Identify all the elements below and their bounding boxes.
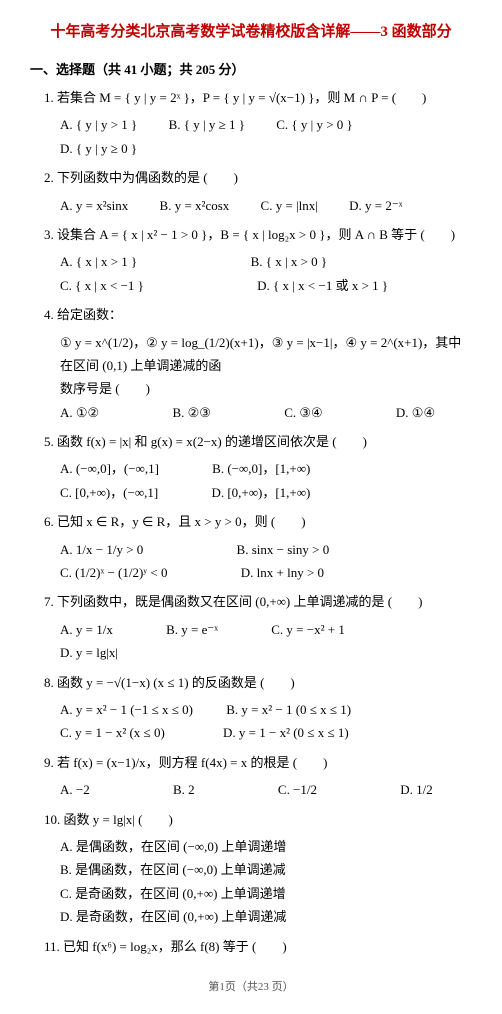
question-11-stem: 11. 已知 f(x⁶) = log₂x，那么 f(8) 等于 ( ) <box>44 935 472 958</box>
question-6-stem: 6. 已知 x ∈ R，y ∈ R，且 x > y > 0，则 ( ) <box>44 510 472 533</box>
question-3-stem: 3. 设集合 A = { x | x² − 1 > 0 }，B = { x | … <box>44 223 472 246</box>
q4-opt-a: A. ①② <box>60 401 99 424</box>
question-2-options: A. y = x²sinx B. y = x²cosx C. y = |lnx|… <box>60 194 472 217</box>
q5-opt-c: C. [0,+∞)，(−∞,1] <box>60 481 158 504</box>
q10-opt-a: A. 是偶函数，在区间 (−∞,0) 上单调递增 <box>60 835 472 858</box>
question-7-stem: 7. 下列函数中，既是偶函数又在区间 (0,+∞) 上单调递减的是 ( ) <box>44 590 472 613</box>
question-4-line2: ① y = x^(1/2)，② y = log_(1/2)(x+1)，③ y =… <box>60 331 472 378</box>
q1-opt-c: C. { y | y > 0 } <box>276 113 353 136</box>
question-3-options: A. { x | x > 1 } B. { x | x > 0 } C. { x… <box>60 250 472 297</box>
q10-opt-d: D. 是奇函数，在区间 (0,+∞) 上单调递减 <box>60 905 472 928</box>
q6-opt-d: D. lnx + lny > 0 <box>241 561 324 584</box>
q2-opt-a: A. y = x²sinx <box>60 194 128 217</box>
q1-opt-b: B. { y | y ≥ 1 } <box>169 113 245 136</box>
q3-opt-b: B. { x | x > 0 } <box>251 250 328 273</box>
question-5-stem: 5. 函数 f(x) = |x| 和 g(x) = x(2−x) 的递增区间依次… <box>44 430 472 453</box>
q4-opt-c: C. ③④ <box>284 401 322 424</box>
q4-opt-b: B. ②③ <box>172 401 210 424</box>
q6-opt-b: B. sinx − siny > 0 <box>237 538 330 561</box>
q10-opt-c: C. 是奇函数，在区间 (0,+∞) 上单调递增 <box>60 882 472 905</box>
question-1-stem: 1. 若集合 M = { y | y = 2ˣ }，P = { y | y = … <box>44 86 472 109</box>
question-1-options: A. { y | y > 1 } B. { y | y ≥ 1 } C. { y… <box>60 113 472 160</box>
section-heading: 一、选择题（共 41 小题；共 205 分） <box>30 59 472 78</box>
q3-opt-a: A. { x | x > 1 } <box>60 250 137 273</box>
question-4-line3: 数序号是 ( ) <box>60 377 472 400</box>
question-10-options: A. 是偶函数，在区间 (−∞,0) 上单调递增 B. 是偶函数，在区间 (−∞… <box>60 835 472 929</box>
question-5-options: A. (−∞,0]，(−∞,1] B. (−∞,0]，[1,+∞) C. [0,… <box>60 457 472 504</box>
q4-opt-d: D. ①④ <box>396 401 435 424</box>
q3-opt-c: C. { x | x < −1 } <box>60 274 144 297</box>
question-10-stem: 10. 函数 y = lg|x| ( ) <box>44 808 472 831</box>
q7-opt-a: A. y = 1/x <box>60 618 113 641</box>
question-8-stem: 8. 函数 y = −√(1−x) (x ≤ 1) 的反函数是 ( ) <box>44 671 472 694</box>
q2-opt-c: C. y = |lnx| <box>261 194 318 217</box>
q9-opt-b: B. 2 <box>173 778 195 801</box>
page-footer: 第1页（共23 页） <box>30 978 472 994</box>
q8-opt-b: B. y = x² − 1 (0 ≤ x ≤ 1) <box>226 698 351 721</box>
q5-opt-d: D. [0,+∞)，[1,+∞) <box>211 481 310 504</box>
q2-opt-d: D. y = 2⁻ˣ <box>349 194 402 217</box>
question-7-options: A. y = 1/x B. y = e⁻ˣ C. y = −x² + 1 D. … <box>60 618 472 665</box>
q8-opt-a: A. y = x² − 1 (−1 ≤ x ≤ 0) <box>60 698 193 721</box>
doc-title: 十年高考分类北京高考数学试卷精校版含详解——3 函数部分 <box>30 20 472 41</box>
q9-opt-a: A. −2 <box>60 778 90 801</box>
q6-opt-c: C. (1/2)ˣ − (1/2)ʸ < 0 <box>60 561 168 584</box>
question-4-stem: 4. 给定函数： <box>44 303 472 326</box>
question-6-options: A. 1/x − 1/y > 0 B. sinx − siny > 0 C. (… <box>60 538 472 585</box>
q7-opt-b: B. y = e⁻ˣ <box>166 618 218 641</box>
q8-opt-d: D. y = 1 − x² (0 ≤ x ≤ 1) <box>223 721 349 744</box>
question-2-stem: 2. 下列函数中为偶函数的是 ( ) <box>44 166 472 189</box>
q10-opt-b: B. 是偶函数，在区间 (−∞,0) 上单调递减 <box>60 858 472 881</box>
q5-opt-b: B. (−∞,0]，[1,+∞) <box>212 457 310 480</box>
question-9-options: A. −2 B. 2 C. −1/2 D. 1/2 <box>60 778 472 801</box>
question-9-stem: 9. 若 f(x) = (x−1)/x，则方程 f(4x) = x 的根是 ( … <box>44 751 472 774</box>
q5-opt-a: A. (−∞,0]，(−∞,1] <box>60 457 159 480</box>
question-4-options: A. ①② B. ②③ C. ③④ D. ①④ <box>60 401 472 424</box>
q1-opt-a: A. { y | y > 1 } <box>60 113 137 136</box>
q6-opt-a: A. 1/x − 1/y > 0 <box>60 538 143 561</box>
q3-opt-d: D. { x | x < −1 或 x > 1 } <box>257 274 388 297</box>
question-8-options: A. y = x² − 1 (−1 ≤ x ≤ 0) B. y = x² − 1… <box>60 698 472 745</box>
q9-opt-c: C. −1/2 <box>278 778 317 801</box>
q7-opt-d: D. y = lg|x| <box>60 641 118 664</box>
q2-opt-b: B. y = x²cosx <box>160 194 230 217</box>
q7-opt-c: C. y = −x² + 1 <box>271 618 345 641</box>
q1-opt-d: D. { y | y ≥ 0 } <box>60 137 137 160</box>
q9-opt-d: D. 1/2 <box>400 778 433 801</box>
q8-opt-c: C. y = 1 − x² (x ≤ 0) <box>60 721 165 744</box>
